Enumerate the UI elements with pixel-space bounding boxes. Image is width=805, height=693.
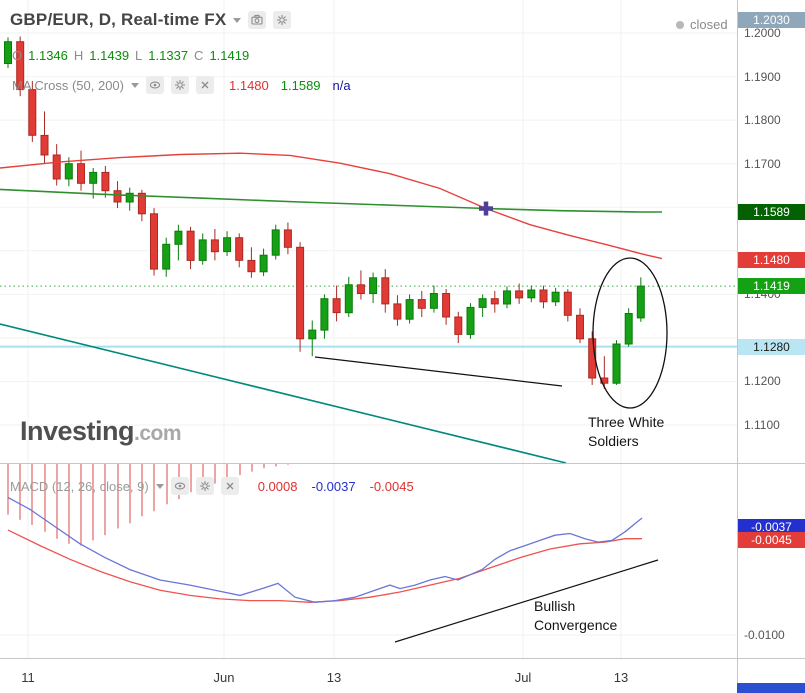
macd-histogram xyxy=(7,464,289,546)
panel-separator xyxy=(0,463,805,464)
annotation-line: Soldiers xyxy=(588,433,639,449)
macd-label[interactable]: MACD (12, 26, close, 9) xyxy=(10,478,149,494)
chart-header: GBP/EUR, D, Real-time FX xyxy=(10,10,292,30)
macd-indicator-row: MACD (12, 26, close, 9) 0.0008 -0.0037 -… xyxy=(10,477,414,495)
axis-separator xyxy=(0,658,805,659)
visibility-icon[interactable] xyxy=(146,76,164,94)
low-label: L xyxy=(135,48,143,63)
price-tick: 1.2000 xyxy=(744,26,781,40)
logo-tld: .com xyxy=(134,422,182,445)
ma-cross-indicator-row: MA Cross (50, 200) 1.1480 1.1589 n/a xyxy=(12,76,351,94)
time-label: Jun xyxy=(213,670,235,685)
open-value: 1.1346 xyxy=(28,48,68,63)
price-axis[interactable]: 1.2000 1.1900 1.1800 1.1700 1.1400 1.1200 1.11… xyxy=(737,0,805,693)
annotation-line: Three White xyxy=(588,414,665,430)
chevron-down-icon[interactable] xyxy=(131,82,139,88)
chevron-down-icon[interactable] xyxy=(155,483,164,489)
macd-line-value: -0.0037 xyxy=(311,478,356,494)
price-badge: 1.2030 xyxy=(738,12,805,28)
visibility-icon[interactable] xyxy=(170,477,189,495)
time-axis[interactable]: 11 Jun 13 Jul 13 xyxy=(0,659,737,693)
status-dot-icon xyxy=(676,20,684,29)
price-badge: 1.1480 xyxy=(738,252,805,268)
annotation-three-white-soldiers: Three White Soldiers xyxy=(588,413,664,451)
chevron-down-icon[interactable] xyxy=(233,17,242,23)
price-tick: 1.1200 xyxy=(744,374,781,388)
close-label: C xyxy=(194,48,204,63)
price-badge: 1.1589 xyxy=(738,204,805,220)
ma-cross-marker xyxy=(479,201,493,216)
axis-corner xyxy=(737,683,805,693)
teal-trendline xyxy=(0,323,567,464)
ohlc-readout: O 1.1346 H 1.1439 L 1.1337 C 1.1419 xyxy=(12,48,249,63)
time-label: 13 xyxy=(613,670,629,685)
investing-logo: Investing.com xyxy=(20,416,182,447)
annotation-bullish-convergence: Bullish Convergence xyxy=(534,597,617,635)
settings-icon[interactable] xyxy=(171,76,189,94)
time-label: 13 xyxy=(326,670,342,685)
close-value: 1.1419 xyxy=(209,48,250,63)
price-tick: 1.1800 xyxy=(744,113,781,127)
time-label: 11 xyxy=(21,670,35,685)
market-status-label: closed xyxy=(690,17,728,32)
candles-layer xyxy=(4,36,645,389)
ma-cross-label[interactable]: MA Cross (50, 200) xyxy=(12,77,124,93)
settings-icon[interactable] xyxy=(195,477,214,495)
high-value: 1.1439 xyxy=(89,48,130,63)
open-label: O xyxy=(12,48,23,63)
drawing-annotations xyxy=(314,257,668,643)
symbol-title[interactable]: GBP/EUR, D, Real-time FX xyxy=(10,10,227,29)
price-tick: 1.1100 xyxy=(744,418,780,432)
annotation-line: Convergence xyxy=(534,617,618,633)
price-tick: 1.1900 xyxy=(744,70,781,84)
macd-hist-value: 0.0008 xyxy=(257,478,298,494)
macd-axis-badge: -0.0037 xyxy=(738,519,805,535)
annotation-line: Bullish xyxy=(534,598,576,614)
time-label: Jul xyxy=(514,670,532,685)
price-tick: 1.1700 xyxy=(744,157,781,171)
price-badge: 1.1280 xyxy=(738,339,805,355)
grid-layer xyxy=(0,0,737,658)
macd-signal-line xyxy=(7,529,642,603)
close-icon[interactable] xyxy=(196,76,214,94)
camera-icon[interactable] xyxy=(248,11,267,29)
chart-canvas[interactable] xyxy=(0,0,737,693)
macd-line xyxy=(7,496,643,603)
settings-icon[interactable] xyxy=(273,11,292,29)
macd-axis-tick: -0.0100 xyxy=(744,628,785,642)
ma50-value: 1.1480 xyxy=(229,77,269,93)
low-value: 1.1337 xyxy=(148,48,189,63)
close-icon[interactable] xyxy=(220,477,239,495)
ma200-value: 1.1589 xyxy=(280,77,321,93)
price-badge: 1.1419 xyxy=(738,278,805,294)
ma50-line xyxy=(0,152,663,260)
macd-axis-badge: -0.0045 xyxy=(738,532,805,548)
ma-na-value: n/a xyxy=(332,77,351,93)
logo-text: Investing xyxy=(20,416,135,446)
macd-signal-value: -0.0045 xyxy=(369,478,414,494)
market-status: closed xyxy=(676,17,728,32)
ma200-line xyxy=(0,188,662,213)
high-label: H xyxy=(73,48,84,63)
